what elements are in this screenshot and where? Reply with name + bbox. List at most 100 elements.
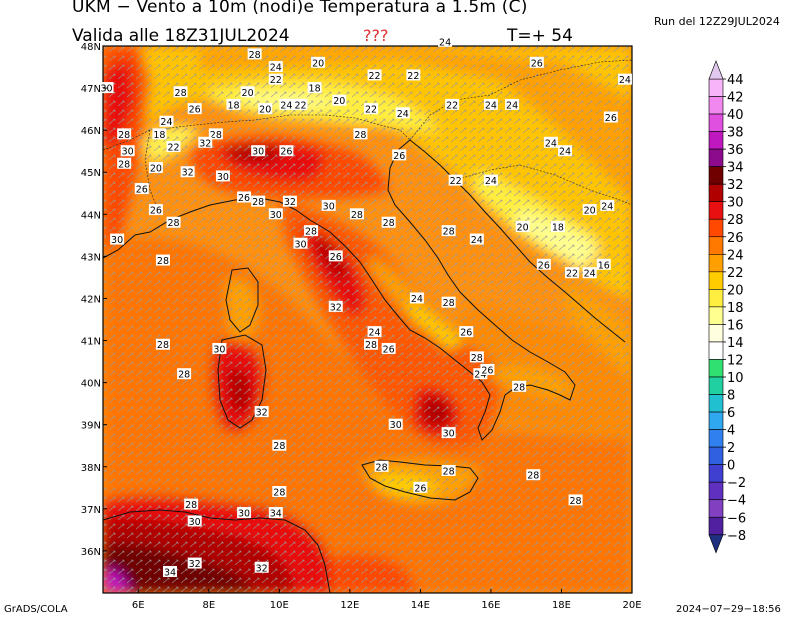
- contour-label-box: [251, 195, 266, 207]
- contour-label-box: [187, 557, 202, 569]
- contour-label-box: [364, 338, 379, 350]
- colorbar-swatch: [708, 464, 724, 483]
- lon-tick-label: 12E: [340, 600, 359, 611]
- contour-label: 30: [111, 235, 123, 246]
- contour-label-box: [282, 195, 297, 207]
- contour-label-box: [254, 561, 269, 573]
- colorbar-swatch: [708, 78, 724, 97]
- contour-label-box: [565, 267, 580, 279]
- contour-label-box: [388, 418, 403, 430]
- contour-label: 28: [365, 340, 377, 351]
- contour-label-box: [163, 565, 178, 577]
- contour-label-box: [596, 258, 611, 270]
- contour-label-box: [582, 267, 597, 279]
- contour-label: 24: [471, 235, 483, 246]
- contour-label: 30: [213, 344, 225, 355]
- contour-label: 24: [545, 138, 557, 149]
- contour-label: 24: [439, 37, 451, 48]
- colorbar-swatch: [708, 341, 724, 360]
- contour-label: 24: [559, 147, 571, 158]
- contour-label-box: [392, 149, 407, 161]
- contour-label-box: [240, 86, 255, 98]
- contour-label: 20: [517, 222, 529, 233]
- contour-label-box: [349, 208, 364, 220]
- contour-label: 22: [270, 75, 282, 86]
- contour-label: 26: [150, 206, 162, 217]
- colorbar-swatch: [708, 446, 724, 465]
- contour-label-box: [353, 128, 368, 140]
- contour-label-box: [187, 515, 202, 527]
- contour-label-box: [268, 507, 283, 519]
- colorbar-swatch: [708, 306, 724, 325]
- coastlines: [103, 139, 626, 593]
- contour-label-box: [328, 300, 343, 312]
- contour-label: 22: [450, 176, 462, 187]
- contour-label: 22: [446, 100, 458, 111]
- contour-label: 24: [160, 117, 172, 128]
- contour-label: 28: [570, 496, 582, 507]
- contour-label-box: [184, 498, 199, 510]
- contour-label: 24: [369, 328, 381, 339]
- contour-label: 24: [397, 109, 409, 120]
- contour-label-box: [279, 145, 294, 157]
- contour-label-box: [321, 199, 336, 211]
- colorbar-bottom-arrow: [708, 534, 724, 554]
- contour-label: 20: [312, 58, 324, 69]
- contour-label-box: [328, 250, 343, 262]
- contour-label: 28: [178, 370, 190, 381]
- colorbar-label: 34: [727, 161, 744, 176]
- contour-label-box: [148, 162, 163, 174]
- contour-label: 22: [566, 269, 578, 280]
- contour-label-box: [134, 183, 149, 195]
- colorbar-label: 4: [727, 424, 735, 439]
- colorbar-label: 30: [727, 196, 744, 211]
- contour-label: 26: [538, 260, 550, 271]
- colorbar-swatch: [708, 218, 724, 238]
- contour-label-box: [173, 86, 188, 98]
- colorbar-swatch: [708, 148, 724, 167]
- contour-label-box: [483, 174, 498, 186]
- borders: [103, 59, 632, 216]
- contour-label-box: [603, 111, 618, 123]
- map-field: [103, 46, 632, 593]
- lat-tick-label: 47N: [81, 84, 101, 95]
- contour-label-box: [469, 233, 484, 245]
- contour-label: 30: [270, 210, 282, 221]
- contour-label: 18: [153, 130, 165, 141]
- contour-label: 32: [256, 563, 268, 574]
- contour-label: 24: [411, 294, 423, 305]
- contour-label-box: [483, 98, 498, 110]
- contour-label: 34: [270, 509, 282, 520]
- contour-label: 30: [294, 239, 306, 250]
- contour-label: 28: [175, 88, 187, 99]
- contour-label-box: [117, 128, 132, 140]
- valid-time: Valida alle 18Z31JUL2024: [72, 26, 290, 46]
- lat-tick-label: 37N: [81, 505, 101, 516]
- contour-label: 24: [506, 100, 518, 111]
- colorbar-swatch: [708, 429, 724, 448]
- contour-label-box: [272, 439, 287, 451]
- contour-label: 28: [443, 466, 455, 477]
- lat-tick-label: 48N: [81, 42, 101, 53]
- contour-label: 32: [189, 559, 201, 570]
- colorbar-swatch: [708, 411, 724, 430]
- colorbar-swatch: [708, 113, 724, 132]
- contour-label-box: [374, 460, 389, 472]
- contour-label-box: [332, 94, 347, 106]
- colorbar-swatch: [708, 516, 724, 536]
- contour-label-box: [459, 326, 474, 338]
- contour-label: 24: [601, 201, 613, 212]
- colorbar-label: 42: [727, 91, 744, 106]
- contour-label-box: [409, 292, 424, 304]
- contour-label-box: [438, 35, 453, 47]
- contour-label-box: [473, 368, 488, 380]
- contour-label: 30: [323, 201, 335, 212]
- contour-label-box: [406, 69, 421, 81]
- contour-label: 24: [474, 370, 486, 381]
- contour-label-box: [469, 351, 484, 363]
- lat-tick-label: 42N: [81, 294, 101, 305]
- contour-label: 28: [118, 159, 130, 170]
- contour-label: 24: [270, 63, 282, 74]
- contour-label: 30: [443, 429, 455, 440]
- lat-tick-label: 39N: [81, 421, 101, 432]
